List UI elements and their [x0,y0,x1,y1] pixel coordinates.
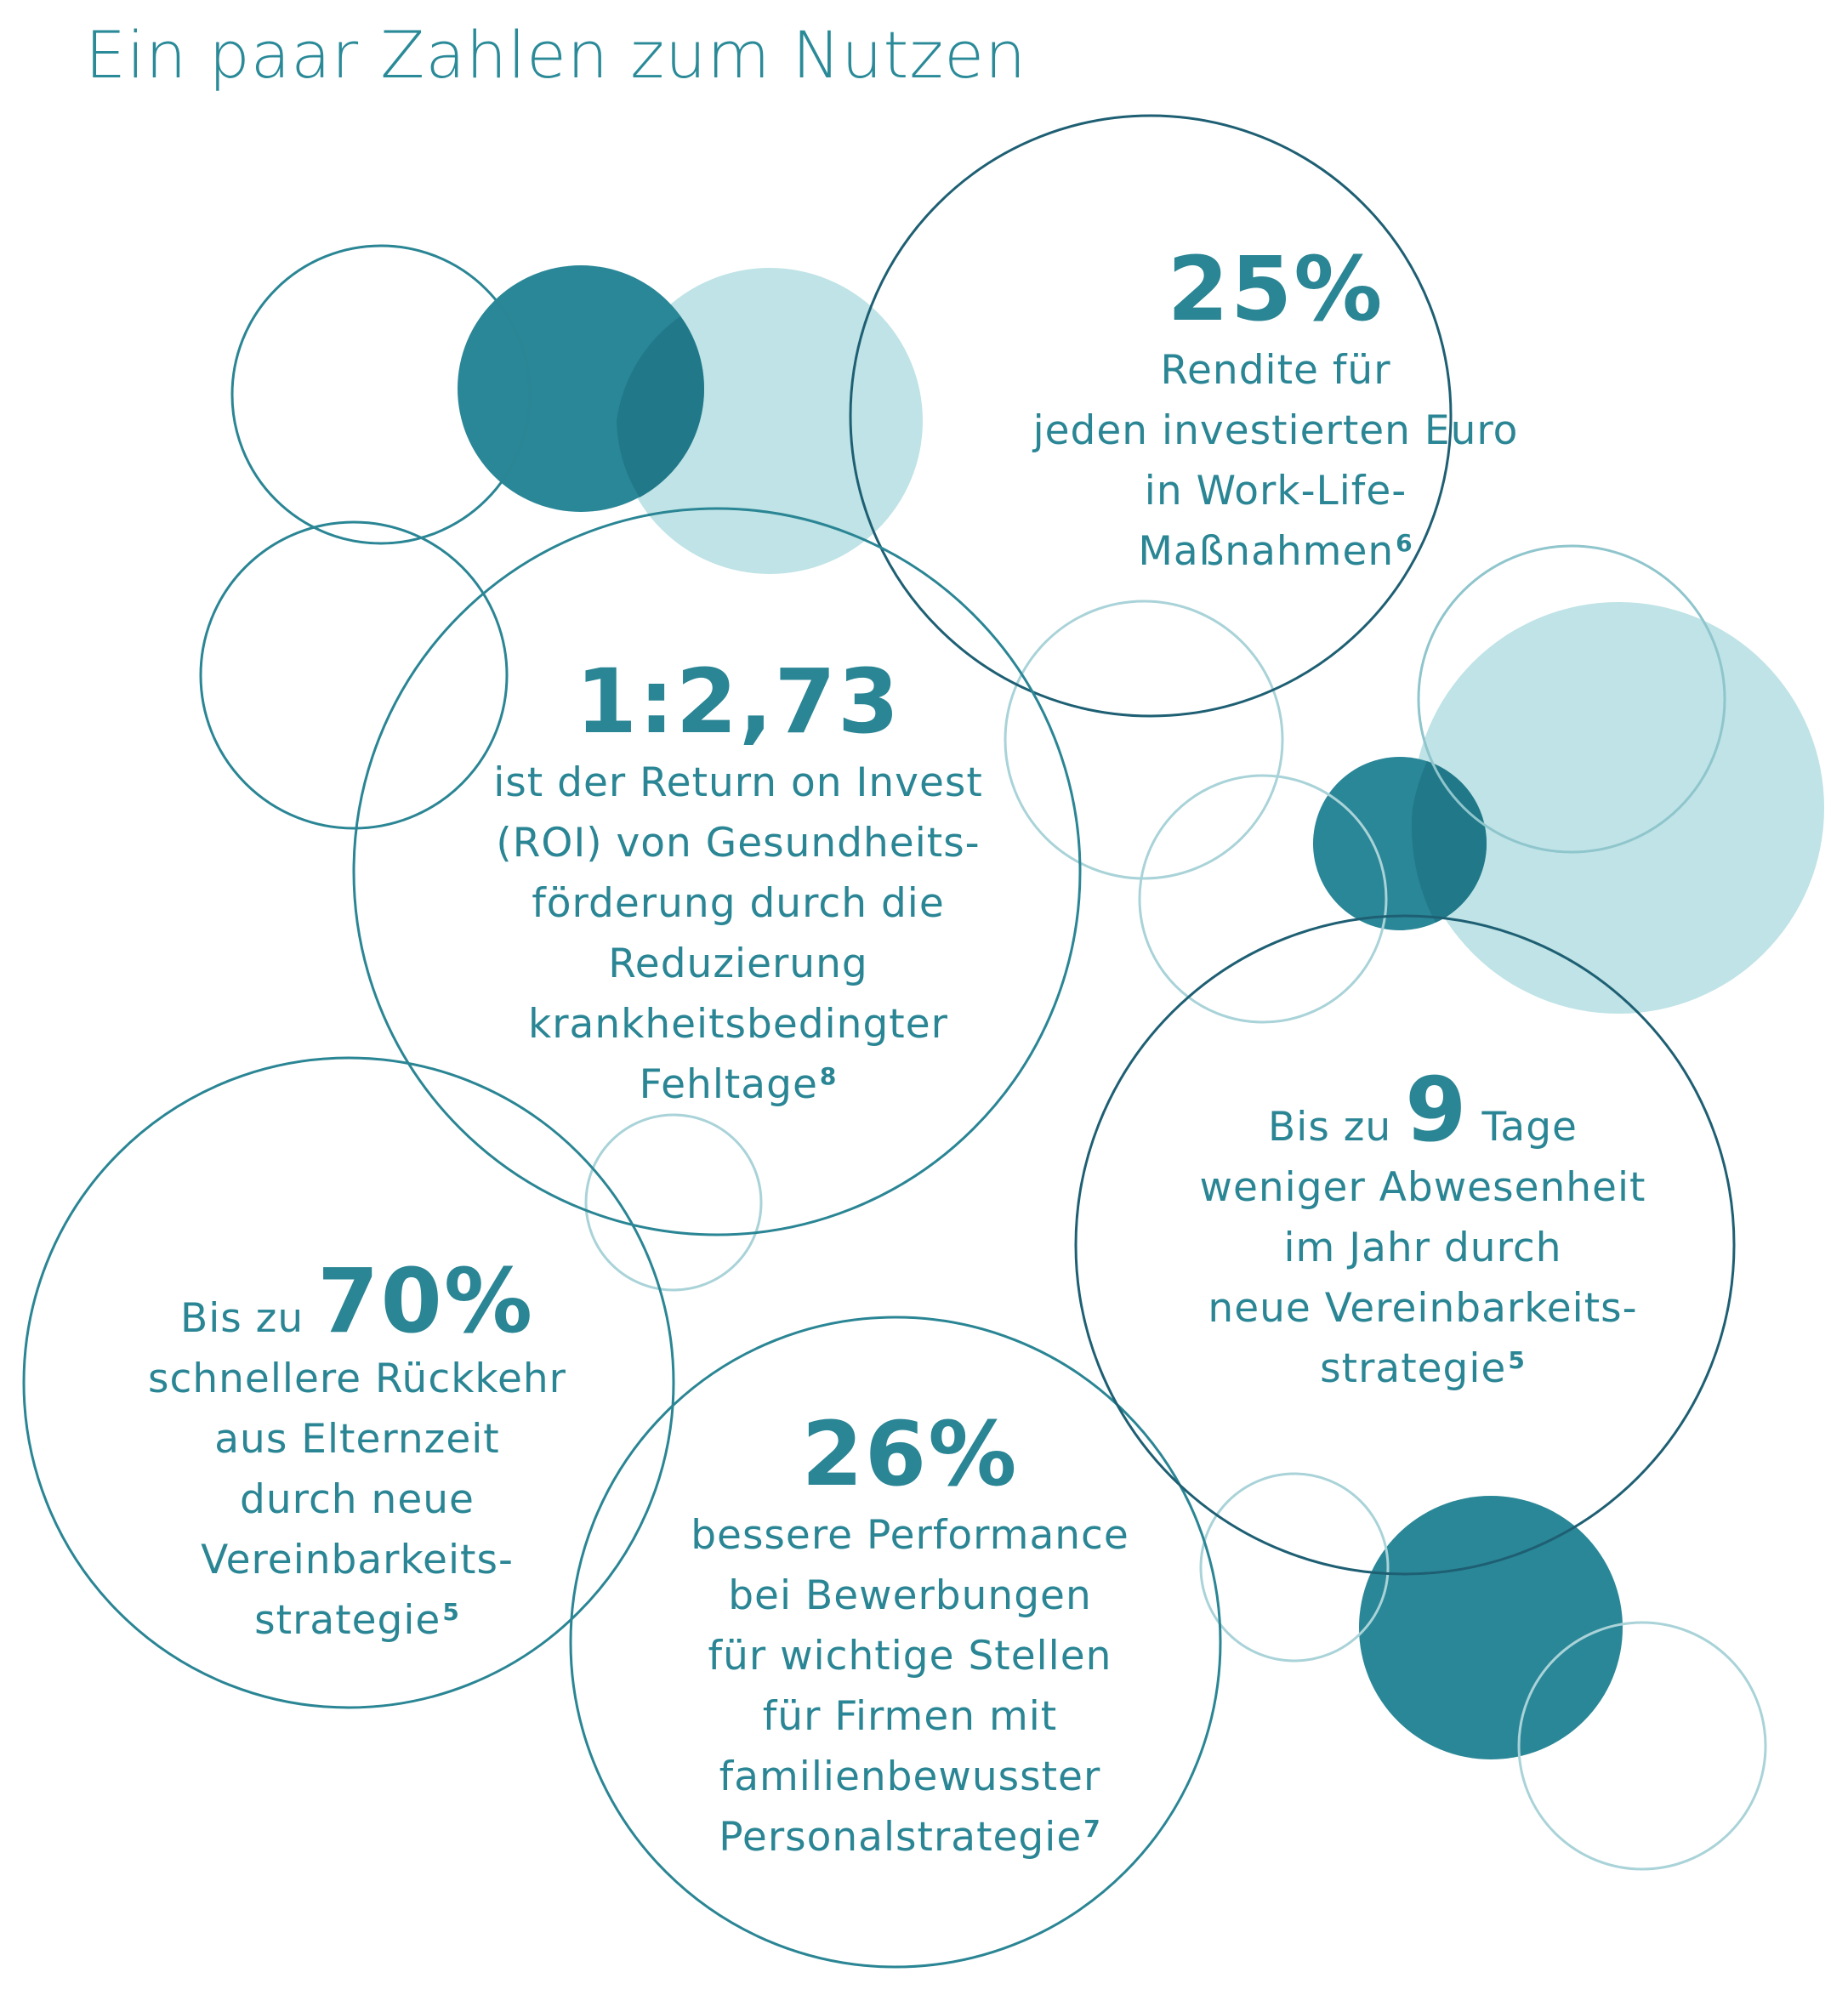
footnote-marker: 5 [1508,1346,1526,1374]
stat-text-last: Maßnahmen [1138,528,1395,575]
stat-headline: Bis zu 70% [148,1257,566,1349]
stat-text-last: Personalstrategie [719,1814,1083,1861]
stat-circle-25-percent [849,114,1453,718]
decor-bubble-overlap-top [617,316,705,497]
stat-text-line: strategie5 [148,1590,566,1651]
stat-value: 25% [1167,237,1385,341]
stat-text-line: für Firmen mit [762,1693,1058,1740]
stat-suffix: Tage [1481,1104,1578,1151]
stat-text-line: weniger Abwesenheit [1199,1164,1646,1211]
stat-text-line: (ROI) von Gesundheits- [496,820,981,867]
stat-text-last: strategie [1320,1345,1507,1392]
decor-ring-pale-6 [1517,1621,1767,1871]
stat-25-percent: 25% Rendite für jeden investierten Euro … [1033,238,1519,582]
stat-text-line: durch neue [240,1476,475,1523]
stat-text-line: im Jahr durch [1283,1225,1562,1271]
stat-prefix: Bis zu [1268,1104,1392,1151]
decor-ring-pale-5 [1199,1472,1390,1662]
footnote-marker: 7 [1083,1815,1101,1843]
stat-circle-70-percent [22,1056,675,1709]
stat-text-line: strategie5 [1200,1339,1646,1399]
stat-circle-9-days [1074,914,1736,1576]
decor-bubble-light-right [1413,602,1824,1014]
stat-9-days: Bis zu 9 Tage weniger Abwesenheit im Jah… [1199,1066,1646,1399]
stat-text-line: krankheitsbedingter [528,1001,948,1048]
stat-text-line: jeden investierten Euro [1032,407,1519,454]
stat-value: 70% [317,1249,535,1353]
stat-text-line: bei Bewerbungen [728,1572,1092,1619]
stat-circle-26-percent [569,1316,1222,1969]
stat-text-line: neue Vereinbarkeits- [1208,1285,1638,1332]
decor-ring-pale-2 [1138,774,1388,1024]
decor-bubble-overlap-right [1411,761,1487,923]
decor-ring-teal-top [230,244,532,545]
decor-ring-teal-left [199,520,509,830]
stat-text-line: in Work-Life- [1144,468,1407,514]
decor-ring-pale-4 [584,1113,763,1292]
stat-value: 1:2,73 [575,650,901,753]
footnote-marker: 8 [819,1062,838,1090]
stat-text-line: bessere Performance [691,1512,1129,1559]
stat-text-line: schnellere Rückkehr [148,1356,566,1402]
stat-prefix: Bis zu [179,1295,304,1342]
footnote-marker: 5 [442,1598,460,1626]
stat-roi-health: 1:2,73 ist der Return on Invest (ROI) vo… [493,651,983,1115]
stat-26-percent: 26% bessere Performance bei Bewerbungen … [691,1403,1129,1867]
decor-ring-pale-1 [1004,600,1284,880]
decor-ring-pale-3 [1417,544,1726,854]
stat-value: 9 [1405,1058,1469,1162]
stat-value: 26% [801,1402,1019,1506]
stat-70-percent: Bis zu 70% schnellere Rückkehr aus Elter… [148,1257,566,1651]
stat-text-last: strategie [254,1597,441,1644]
stat-text-line: Reduzierung [608,941,868,987]
stat-circle-roi [352,507,1082,1236]
stat-text-line: Maßnahmen6 [1033,521,1519,582]
stat-text-line: Vereinbarkeits- [201,1537,514,1583]
stat-headline: Bis zu 9 Tage [1200,1066,1646,1157]
stat-text-line: für wichtige Stellen [708,1633,1112,1680]
stat-text-last: Fehltage [639,1061,818,1108]
stat-text-line: familienbewusster [719,1753,1101,1800]
stat-text-line: förderung durch die [532,880,945,927]
stat-text-line: aus Elternzeit [214,1416,500,1463]
stat-text-line: Rendite für [1160,347,1391,394]
page-title: Ein paar Zahlen zum Nutzen [85,17,1027,93]
stat-text-line: Personalstrategie7 [691,1807,1129,1867]
decor-bubble-dark-bottom [1359,1496,1623,1759]
stat-text-line: ist der Return on Invest [493,759,983,806]
footnote-marker: 6 [1396,529,1413,557]
stat-text-line: Fehltage8 [493,1054,983,1115]
